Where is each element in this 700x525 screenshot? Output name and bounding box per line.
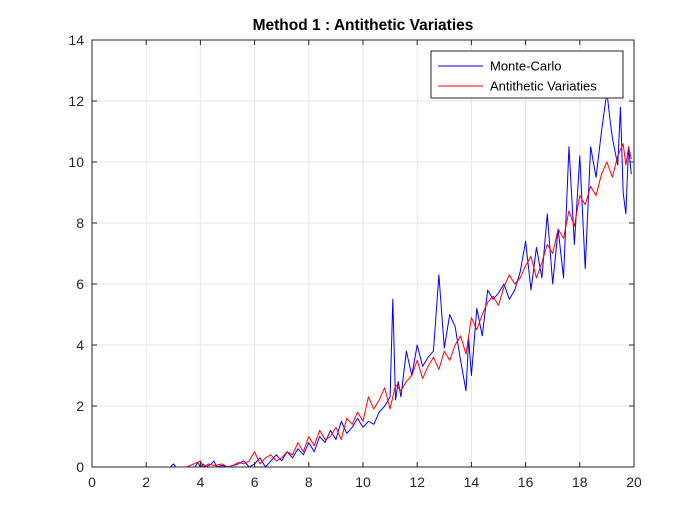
legend-label-monte-carlo: Monte-Carlo — [490, 59, 562, 74]
x-tick-label: 18 — [572, 474, 588, 490]
y-tick-label: 12 — [68, 93, 84, 109]
grid-lines — [92, 40, 634, 467]
x-tick-label: 2 — [142, 474, 150, 490]
y-tick-label: 0 — [76, 459, 84, 475]
legend-label-antithetic-variaties: Antithetic Variaties — [490, 79, 597, 94]
x-tick-label: 16 — [518, 474, 534, 490]
x-tick-label: 6 — [251, 474, 259, 490]
series-layer — [92, 91, 632, 468]
y-tick-label: 6 — [76, 276, 84, 292]
legend-box — [430, 50, 624, 99]
series-line-antithetic-variaties — [92, 143, 632, 468]
y-tick-label: 4 — [76, 337, 84, 353]
y-tick-label: 2 — [76, 398, 84, 414]
y-tick-label: 8 — [76, 215, 84, 231]
chart-title: Method 1 : Antithetic Variaties — [253, 17, 474, 34]
x-tick-label: 12 — [409, 474, 425, 490]
y-tick-label: 14 — [68, 32, 84, 48]
axis-ticks — [91, 39, 635, 468]
x-tick-label: 14 — [464, 474, 480, 490]
x-tick-label: 10 — [355, 474, 371, 490]
x-tick-label: 20 — [626, 474, 642, 490]
x-tick-label: 4 — [197, 474, 205, 490]
x-tick-label: 0 — [88, 474, 96, 490]
x-tick-label: 8 — [305, 474, 313, 490]
y-tick-label: 10 — [68, 154, 84, 170]
axis-tick-labels: 0 2 4 6 8 10 12 14 16 18 20 0 2 4 6 8 10 12 14 — [68, 32, 642, 490]
legend: Monte-Carlo Antithetic Variaties — [430, 50, 624, 99]
